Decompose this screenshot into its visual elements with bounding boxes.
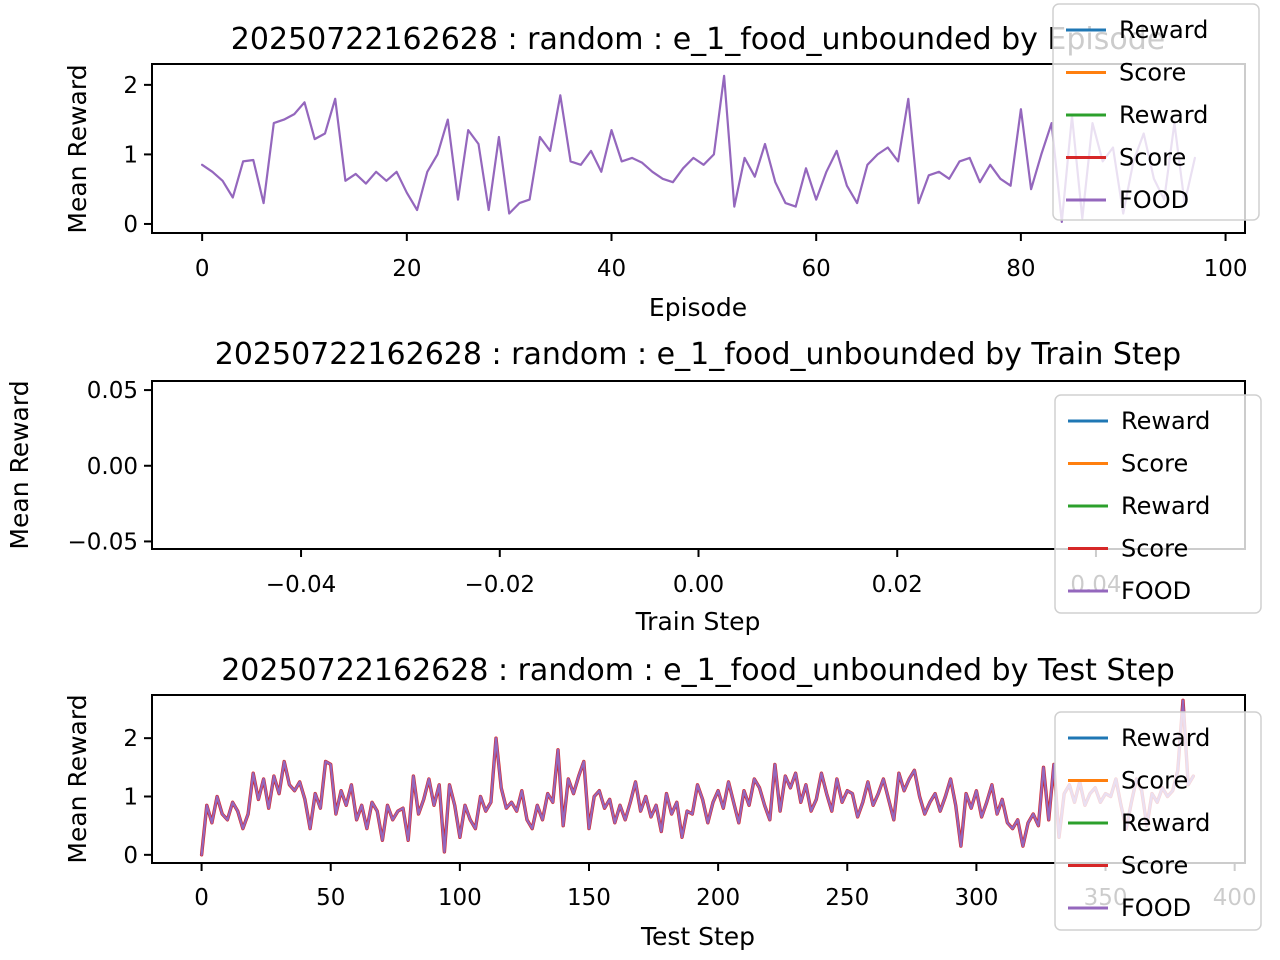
y-axis-label: Mean Reward — [5, 380, 34, 549]
x-tick-label: 300 — [954, 885, 998, 911]
x-tick-label: 0.00 — [673, 572, 724, 598]
legend-label: Score — [1121, 450, 1188, 478]
series-line-food — [201, 74, 1197, 223]
legend-label: Reward — [1121, 492, 1210, 520]
legend-box — [1054, 394, 1262, 614]
y-tick-label: 0 — [123, 843, 138, 869]
legend-label: FOOD — [1121, 894, 1191, 922]
legend-label: FOOD — [1121, 577, 1191, 605]
legend: Reward Score Reward Score FOOD — [1054, 711, 1262, 931]
legend: Reward Score Reward Score FOOD — [1052, 3, 1260, 221]
chart-episode: 20250722162628 : random : e_1_food_unbou… — [63, 3, 1260, 322]
legend-label: Score — [1121, 535, 1188, 563]
y-tick-label: 2 — [123, 726, 138, 752]
x-tick-label: 100 — [438, 885, 482, 911]
y-tick-label: −0.05 — [68, 529, 138, 555]
x-tick-label: 150 — [567, 885, 611, 911]
x-tick-label: 0 — [195, 256, 210, 282]
y-axis-label: Mean Reward — [63, 64, 92, 233]
x-tick-label: −0.02 — [465, 572, 535, 598]
y-axis-label: Mean Reward — [63, 694, 92, 863]
plot-area: 050100150200250300350400012RewardScoreRe… — [123, 694, 1262, 931]
x-axis-label: Episode — [649, 293, 747, 322]
legend-label: Score — [1121, 852, 1188, 880]
x-tick-label: 200 — [696, 885, 740, 911]
legend-label: Reward — [1121, 407, 1210, 435]
x-tick-label: 80 — [1006, 256, 1035, 282]
chart-title: 20250722162628 : random : e_1_food_unbou… — [215, 337, 1181, 372]
x-tick-label: 20 — [392, 256, 421, 282]
legend-box — [1054, 711, 1262, 931]
x-tick-label: 100 — [1204, 256, 1248, 282]
legend-box — [1052, 3, 1260, 221]
y-tick-label: 0.00 — [87, 454, 138, 480]
y-tick-label: 2 — [123, 73, 138, 99]
chart-title: 20250722162628 : random : e_1_food_unbou… — [221, 653, 1175, 688]
y-tick-label: 1 — [123, 785, 138, 811]
x-tick-label: 40 — [597, 256, 626, 282]
chart-title: 20250722162628 : random : e_1_food_unbou… — [231, 22, 1165, 57]
x-tick-label: 50 — [316, 885, 345, 911]
x-tick-label: −0.04 — [266, 572, 336, 598]
legend-label: Reward — [1119, 16, 1208, 44]
plot-area: 0 20 40 60 80 100 0 1 2 Reward Score Reward Score FOO… — [123, 3, 1260, 282]
x-tick-label: 0.02 — [872, 572, 923, 598]
x-axis-label: Train Step — [635, 607, 761, 636]
x-tick-label: 60 — [802, 256, 831, 282]
x-axis-label: Test Step — [640, 922, 755, 951]
y-tick-label: 0 — [123, 212, 138, 238]
x-tick-label: 0 — [194, 885, 209, 911]
x-tick-label: 250 — [825, 885, 869, 911]
y-tick-label: 0.05 — [87, 378, 138, 404]
legend-label: Score — [1119, 59, 1186, 87]
legend-label: Score — [1119, 144, 1186, 172]
chart-test-step: 20250722162628 : random : e_1_food_unbou… — [63, 653, 1262, 951]
series-line-food — [200, 699, 1195, 856]
legend: Reward Score Reward Score FOOD — [1054, 394, 1262, 614]
y-tick-label: 1 — [123, 142, 138, 168]
legend-label: Score — [1121, 767, 1188, 795]
plot-area: −0.04−0.020.000.020.040.050.00−0.05Rewar… — [68, 378, 1262, 614]
legend-label: Reward — [1121, 724, 1210, 752]
legend-label: Reward — [1121, 809, 1210, 837]
legend-label: Reward — [1119, 101, 1208, 129]
legend-label: FOOD — [1119, 186, 1189, 214]
chart-train-step: 20250722162628 : random : e_1_food_unbou… — [5, 337, 1262, 636]
